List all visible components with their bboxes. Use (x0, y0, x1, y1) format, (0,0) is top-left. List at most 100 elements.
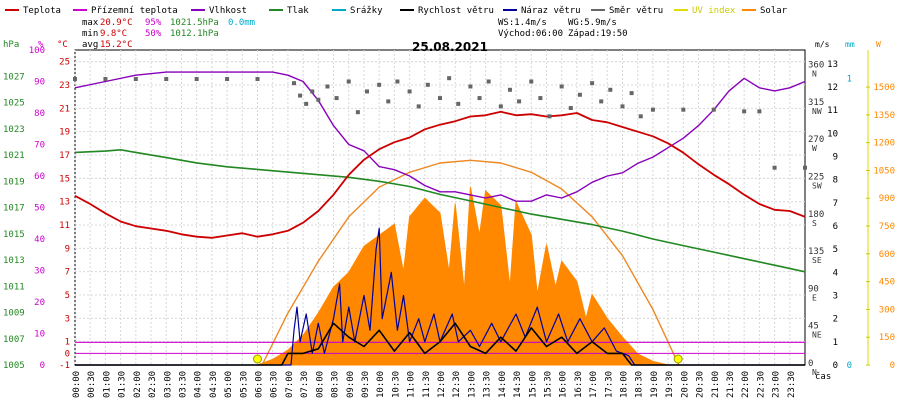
stats-max-press: 1021.5hPa (170, 18, 219, 28)
time-tick-label: 01:00 (102, 371, 112, 398)
legend-label: Teplota (23, 6, 61, 16)
legend-label: Srážky (350, 6, 383, 16)
ms-unit: m/s (815, 40, 830, 49)
wind-dir-point (256, 77, 260, 81)
wind-dir-point (599, 99, 603, 103)
time-tick-label: 18:30 (635, 371, 645, 398)
legend-label: Směr větru (609, 6, 663, 16)
wind-dir-point (356, 110, 360, 114)
legend-label: Rychlost větru (418, 6, 494, 16)
humidity-tick-label: 20 (34, 298, 45, 308)
weather-chart: 1005 1007 1009 1011 1013 1015 1017 1019 1021 1023… (0, 0, 900, 400)
ws-tick-label: 2 (833, 315, 838, 325)
temp-tick-label: 23 (59, 81, 70, 91)
time-tick-label: 22:00 (741, 371, 751, 398)
sunset-marker (674, 355, 682, 363)
w-unit: W (876, 40, 881, 49)
time-tick-label: 13:30 (483, 371, 493, 398)
wind-dir-point (608, 88, 612, 92)
time-tick-label: 08:30 (331, 371, 341, 398)
mm-tick-label: 0 (847, 361, 852, 371)
wind-dir-point (517, 99, 521, 103)
ws-tick-label: 11 (827, 106, 838, 116)
wind-dir-point (560, 84, 564, 88)
solar-tick-label: 750 (879, 222, 895, 232)
wind-dir-point (395, 80, 399, 84)
time-tick-label: 17:00 (589, 371, 599, 398)
solar-tick-label: 1200 (873, 139, 895, 149)
time-tick-label: 10:30 (391, 371, 401, 398)
time-tick-label: 17:30 (604, 371, 614, 398)
time-tick-label: 14:00 (498, 371, 508, 398)
pressure-tick-label: 1019 (3, 177, 25, 187)
time-tick-label: 09:00 (346, 371, 356, 398)
wind-dir-point (447, 76, 451, 80)
legend-label: Tlak (287, 6, 309, 16)
time-tick-label: 21:00 (711, 371, 721, 398)
stats-wg: WG:5.9m/s (568, 18, 617, 28)
time-tick-label: 21:30 (726, 371, 736, 398)
time-tick-label: 12:30 (452, 371, 462, 398)
degc-unit: °C (57, 40, 68, 50)
wind-dir-point (365, 89, 369, 93)
humidity-tick-label: 60 (34, 172, 45, 182)
wind-dir-point (578, 93, 582, 97)
time-tick-label: 11:00 (407, 371, 417, 398)
sunrise-marker (254, 355, 262, 363)
humidity-tick-label: 30 (34, 267, 45, 277)
dir-tick-compass: SW (812, 181, 822, 190)
wind-dir-point (529, 80, 533, 84)
humidity-tick-label: 80 (34, 109, 45, 119)
temp-tick-label: 5 (65, 291, 70, 301)
pressure-tick-label: 1027 (3, 72, 25, 82)
time-tick-label: 10:00 (376, 371, 386, 398)
wind-dir-point (164, 77, 168, 81)
pressure-tick-label: 1017 (3, 204, 25, 214)
time-tick-label: 06:00 (255, 371, 265, 398)
legend-label: Vlhkost (209, 6, 247, 16)
stats-max-hum: 95% (145, 18, 162, 28)
temp-tick-label: 7 (65, 268, 70, 278)
chart-title: 25.08.2021 (412, 40, 488, 54)
ws-tick-label: 10 (827, 129, 838, 139)
humidity-tick-label: 50 (34, 204, 45, 214)
wind-dir-point (590, 81, 594, 85)
time-tick-label: 15:00 (528, 371, 538, 398)
wind-dir-point (292, 81, 296, 85)
time-tick-label: 02:00 (133, 371, 143, 398)
legend-label: Náraz větru (521, 6, 581, 16)
time-tick-label: 01:30 (118, 371, 128, 398)
wind-dir-point (548, 114, 552, 118)
pct-unit: % (38, 40, 44, 50)
time-tick-label: 18:00 (620, 371, 630, 398)
temp-tick-label: 17 (59, 151, 70, 161)
ws-tick-label: 6 (833, 222, 838, 232)
dir-tick-compass: S (812, 219, 817, 228)
time-tick-label: 11:30 (422, 371, 432, 398)
wind-dir-point (773, 166, 777, 170)
humidity-tick-label: 70 (34, 141, 45, 151)
dir-tick-compass: NW (812, 107, 822, 116)
wind-dir-point (377, 83, 381, 87)
stats-ws: WS:1.4m/s (498, 18, 547, 28)
solar-tick-label: 600 (879, 250, 895, 260)
temp-tick-label: 15 (59, 174, 70, 184)
dir-tick-compass: NE (812, 331, 822, 340)
pressure-tick-label: 1015 (3, 230, 25, 240)
wind-dir-point (225, 77, 229, 81)
temp-tick-label: 9 (65, 244, 70, 254)
stats-min-temp: 9.8°C (100, 29, 127, 39)
wind-dir-point (468, 84, 472, 88)
legend-label: Přízemní teplota (91, 6, 178, 16)
wind-dir-point (298, 94, 302, 98)
solar-tick-label: 1350 (873, 111, 895, 121)
ws-tick-label: 5 (833, 245, 838, 255)
solar-tick-label: 150 (879, 333, 895, 343)
time-tick-label: 20:30 (696, 371, 706, 398)
stats-max-label: max (82, 18, 99, 28)
time-axis-label: čas (815, 371, 831, 382)
dir-tick-compass: N (812, 70, 817, 79)
time-tick-label: 00:00 (72, 371, 82, 398)
stats-min-press: 1012.1hPa (170, 29, 219, 39)
time-tick-label: 16:30 (574, 371, 584, 398)
